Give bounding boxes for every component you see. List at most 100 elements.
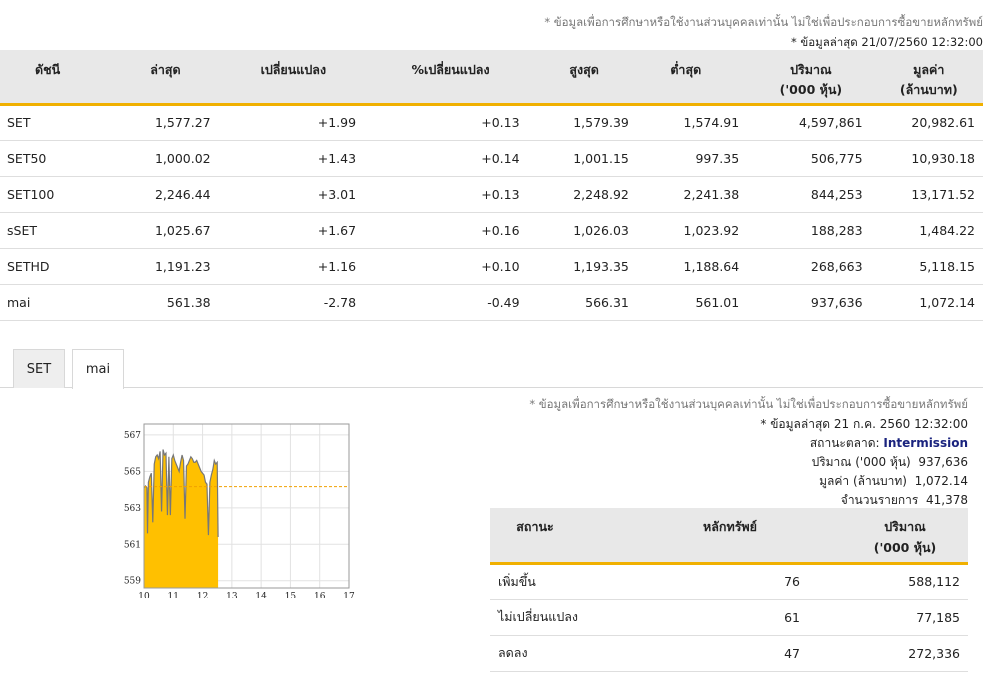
index-last: 1,000.02 xyxy=(108,140,211,177)
info-last-update: * ข้อมูลล่าสุด 21 ก.ค. 2560 12:32:00 xyxy=(760,417,968,431)
disclaimer-note: * ข้อมูลเพื่อการศึกษาหรือใช้งานส่วนบุคคล… xyxy=(544,15,983,29)
last-update-note: * ข้อมูลล่าสุด 21/07/2560 12:32:00 xyxy=(790,35,983,49)
index-link-sethd[interactable]: SETHD xyxy=(0,248,109,285)
index-high: 1,001.15 xyxy=(519,140,629,177)
chart-x-tick-label: 11 xyxy=(168,592,179,598)
index-volume: 844,253 xyxy=(739,176,863,213)
index-last: 1,191.23 xyxy=(108,248,211,285)
col-header-change: เปลี่ยนแปลง xyxy=(210,50,357,106)
index-change: +1.43 xyxy=(210,140,357,177)
market-status-value: Intermission xyxy=(883,436,968,450)
index-row-set: SET 1,577.27 +1.99 +0.13 1,579.39 1,574.… xyxy=(0,104,983,141)
index-change: +3.01 xyxy=(210,176,357,213)
chart-y-tick-label: 563 xyxy=(124,504,141,514)
index-row-sset: sSET 1,025.67 +1.67 +0.16 1,026.03 1,023… xyxy=(0,212,983,249)
chart-x-tick-label: 13 xyxy=(226,592,238,598)
tab-mai[interactable]: mai xyxy=(72,349,124,389)
info-disclaimer: * ข้อมูลเพื่อการศึกษาหรือใช้งานส่วนบุคคล… xyxy=(529,397,968,411)
index-link-set50[interactable]: SET50 xyxy=(0,140,109,177)
index-pct-change: +0.16 xyxy=(356,212,520,249)
market-trades: จำนวนรายการ 41,378 xyxy=(841,491,968,510)
chart-x-tick-label: 15 xyxy=(285,592,297,598)
index-row-set100: SET100 2,246.44 +3.01 +0.13 2,248.92 2,2… xyxy=(0,176,983,213)
index-row-sethd: SETHD 1,191.23 +1.16 +0.10 1,193.35 1,18… xyxy=(0,248,983,285)
market-status: สถานะตลาด: Intermission xyxy=(810,434,968,453)
index-low: 997.35 xyxy=(628,140,740,177)
advance-decline-header: สถานะ หลักทรัพย์ ปริมาณ ('000 หุ้น) xyxy=(490,508,968,565)
index-pct-change: -0.49 xyxy=(356,284,520,321)
index-change: -2.78 xyxy=(210,284,357,321)
stats-row-unchanged: ไม่เปลี่ยนแปลง 61 77,185 xyxy=(490,599,968,636)
index-row-mai: mai 561.38 -2.78 -0.49 566.31 561.01 937… xyxy=(0,284,983,321)
index-high: 2,248.92 xyxy=(519,176,629,213)
col-header-securities: หลักทรัพย์ xyxy=(650,508,800,565)
index-last: 1,025.67 xyxy=(108,212,211,249)
index-link-set100[interactable]: SET100 xyxy=(0,176,109,213)
index-value: 20,982.61 xyxy=(862,104,983,141)
col-header-volume: ปริมาณ ('000 หุ้น) xyxy=(739,50,863,106)
chart-x-tick-label: 17 xyxy=(343,592,355,598)
chart-x-tick-label: 10 xyxy=(138,592,150,598)
market-volume-label: ปริมาณ ('000 หุ้น) xyxy=(811,455,911,469)
stats-volume: 77,185 xyxy=(800,599,968,636)
index-pct-change: +0.13 xyxy=(356,176,520,213)
index-volume: 188,283 xyxy=(739,212,863,249)
market-volume: ปริมาณ ('000 หุ้น) 937,636 xyxy=(812,453,968,472)
stats-volume: 588,112 xyxy=(800,563,968,600)
stats-count: 76 xyxy=(650,563,800,600)
index-low: 561.01 xyxy=(628,284,740,321)
col-header-value-line1: มูลค่า xyxy=(913,62,945,77)
col-header-volume: ปริมาณ ('000 หุ้น) xyxy=(800,508,968,565)
intraday-chart: 567 565 563 561 559 10 11 12 13 14 15 16 17 xyxy=(124,423,355,598)
index-last: 561.38 xyxy=(108,284,211,321)
index-value: 1,484.22 xyxy=(862,212,983,249)
tab-divider xyxy=(0,387,983,388)
stats-row-decline: ลดลง 47 272,336 xyxy=(490,635,968,672)
index-name: mai xyxy=(0,284,109,321)
col-header-status: สถานะ xyxy=(490,508,650,565)
index-volume: 937,636 xyxy=(739,284,863,321)
chart-y-tick-label: 565 xyxy=(124,467,141,477)
index-low: 1,023.92 xyxy=(628,212,740,249)
chart-x-tick-label: 12 xyxy=(197,592,208,598)
tab-set[interactable]: SET xyxy=(13,349,65,388)
stats-row-advance: เพิ่มขึ้น 76 588,112 xyxy=(490,563,968,600)
stats-label: ลดลง xyxy=(490,635,650,672)
index-value: 10,930.18 xyxy=(862,140,983,177)
index-link-sset[interactable]: sSET xyxy=(0,212,109,249)
index-value: 5,118.15 xyxy=(862,248,983,285)
market-trades-value: 41,378 xyxy=(926,493,968,507)
index-high: 1,579.39 xyxy=(519,104,629,141)
col-header-volume-line1: ปริมาณ xyxy=(790,62,832,77)
market-status-label: สถานะตลาด: xyxy=(809,436,880,450)
chart-y-tick-label: 567 xyxy=(124,431,141,441)
col-header-volume-line1: ปริมาณ xyxy=(884,519,926,534)
market-value: มูลค่า (ล้านบาท) 1,072.14 xyxy=(819,472,968,491)
index-high: 566.31 xyxy=(519,284,629,321)
index-change: +1.16 xyxy=(210,248,357,285)
advance-decline-table: สถานะ หลักทรัพย์ ปริมาณ ('000 หุ้น) เพิ่… xyxy=(490,508,968,672)
index-table: ดัชนี ล่าสุด เปลี่ยนแปลง %เปลี่ยนแปลง สู… xyxy=(0,50,983,321)
chart-x-tick-label: 16 xyxy=(314,592,326,598)
chart-x-tick-label: 14 xyxy=(255,592,267,598)
chart-frame xyxy=(143,423,350,589)
col-header-last: ล่าสุด xyxy=(108,50,211,106)
index-low: 1,574.91 xyxy=(628,104,740,141)
col-header-volume-line2: ('000 หุ้น) xyxy=(873,540,937,555)
col-header-value-line2: (ล้านบาท) xyxy=(899,82,958,97)
index-volume: 268,663 xyxy=(739,248,863,285)
market-trades-label: จำนวนรายการ xyxy=(840,493,919,507)
stats-label: เพิ่มขึ้น xyxy=(490,563,650,600)
index-last: 2,246.44 xyxy=(108,176,211,213)
index-row-set50: SET50 1,000.02 +1.43 +0.14 1,001.15 997.… xyxy=(0,140,983,177)
chart-y-tick-label: 559 xyxy=(124,577,141,587)
index-high: 1,193.35 xyxy=(519,248,629,285)
col-header-volume-line2: ('000 หุ้น) xyxy=(779,82,843,97)
index-table-header: ดัชนี ล่าสุด เปลี่ยนแปลง %เปลี่ยนแปลง สู… xyxy=(0,50,983,106)
market-volume-value: 937,636 xyxy=(918,455,968,469)
market-value-label: มูลค่า (ล้านบาท) xyxy=(819,474,907,488)
stats-count: 47 xyxy=(650,635,800,672)
col-header-high: สูงสุด xyxy=(519,50,629,106)
index-pct-change: +0.10 xyxy=(356,248,520,285)
chart-price-line xyxy=(143,449,219,537)
